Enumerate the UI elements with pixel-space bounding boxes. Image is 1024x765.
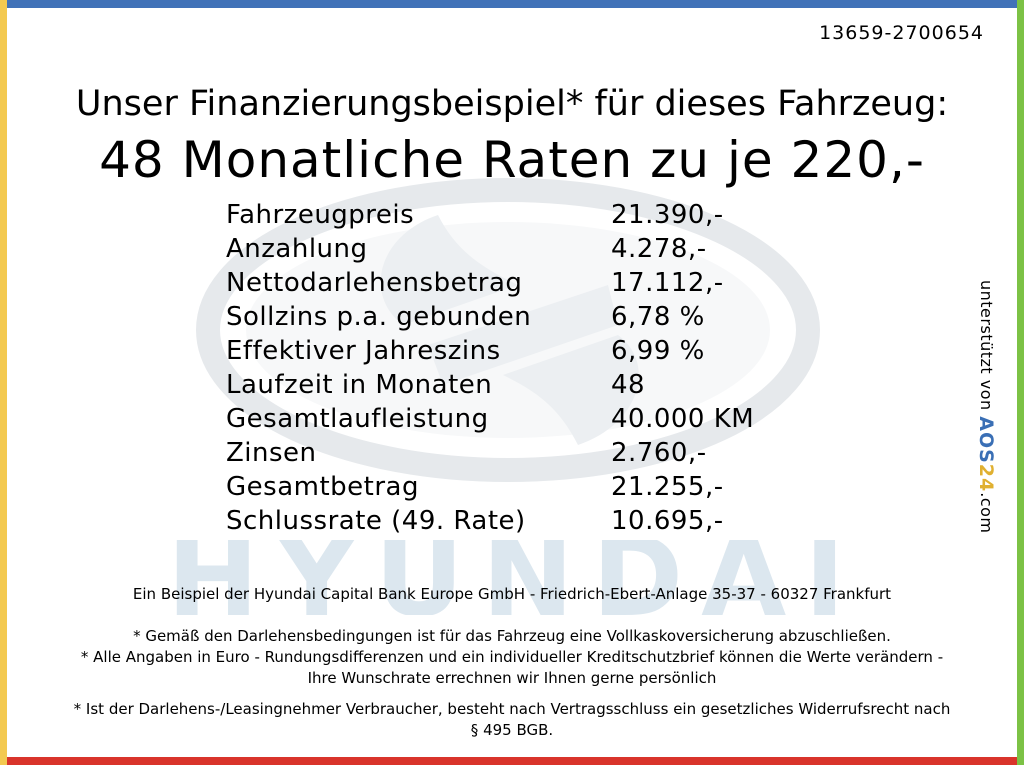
table-row: Fahrzeugpreis 21.390,- [226, 198, 754, 232]
row-label: Gesamtbetrag [226, 472, 419, 502]
row-value: 21.390,- [611, 200, 724, 230]
table-row: Gesamtbetrag 21.255,- [226, 470, 754, 504]
hyundai-wordmark-watermark: HYUNDAI [166, 540, 864, 615]
row-value: 40.000 KM [611, 404, 755, 434]
footnote-insurance: * Gemäß den Darlehensbedingungen ist für… [133, 627, 891, 645]
row-label: Sollzins p.a. gebunden [226, 302, 532, 332]
row-value: 4.278,- [611, 234, 707, 264]
row-label: Gesamtlaufleistung [226, 404, 489, 434]
frame-right-bar [1017, 0, 1024, 765]
monthly-rate-headline: 48 Monatliche Raten zu je 220,- [99, 131, 925, 189]
table-row: Anzahlung 4.278,- [226, 232, 754, 266]
row-label: Schlussrate (49. Rate) [226, 506, 526, 536]
lender-info: Ein Beispiel der Hyundai Capital Bank Eu… [132, 585, 892, 603]
table-row: Laufzeit in Monaten 48 [226, 368, 754, 402]
row-value: 2.760,- [611, 438, 707, 468]
row-label: Anzahlung [226, 234, 368, 264]
table-row: Nettodarlehensbetrag 17.112,- [226, 266, 754, 300]
row-label: Fahrzeugpreis [226, 200, 415, 230]
table-row: Effektiver Jahreszins 6,99 % [226, 334, 754, 368]
credit-brand-aos: AOS [975, 416, 997, 464]
row-value: 17.112,- [611, 268, 724, 298]
table-row: Schlussrate (49. Rate) 10.695,- [226, 504, 754, 538]
row-value: 10.695,- [611, 506, 724, 536]
row-label: Laufzeit in Monaten [226, 370, 493, 400]
headline: Unser Finanzierungsbeispiel* für dieses … [75, 84, 949, 124]
footnote-withdrawal: * Ist der Darlehens-/Leasingnehmer Verbr… [73, 700, 951, 739]
row-value: 6,99 % [611, 336, 705, 366]
row-label: Effektiver Jahreszins [226, 336, 501, 366]
row-label: Nettodarlehensbetrag [226, 268, 523, 298]
hyundai-logo-watermark [196, 178, 820, 482]
reference-id: 13659-2700654 [819, 22, 984, 44]
row-value: 48 [611, 370, 646, 400]
footnotes: * Gemäß den Darlehensbedingungen ist für… [70, 626, 954, 741]
credit-suffix: .com [977, 492, 996, 534]
row-value: 6,78 % [611, 302, 705, 332]
frame-left-bar [0, 0, 7, 765]
financing-table: Fahrzeugpreis 21.390,- Anzahlung 4.278,-… [226, 198, 754, 538]
footnote-currency: * Alle Angaben in Euro - Rundungsdiffere… [80, 648, 944, 687]
credit-brand-24: 24 [975, 463, 997, 493]
frame-top-bar [0, 0, 1024, 8]
frame-bottom-bar [0, 757, 1024, 765]
table-row: Sollzins p.a. gebunden 6,78 % [226, 300, 754, 334]
table-row: Gesamtlaufleistung 40.000 KM [226, 402, 754, 436]
supported-by-credit: unterstützt von AOS24.com [975, 280, 997, 534]
row-value: 21.255,- [611, 472, 724, 502]
credit-prefix: unterstützt von [977, 280, 996, 411]
row-label: Zinsen [226, 438, 317, 468]
table-row: Zinsen 2.760,- [226, 436, 754, 470]
